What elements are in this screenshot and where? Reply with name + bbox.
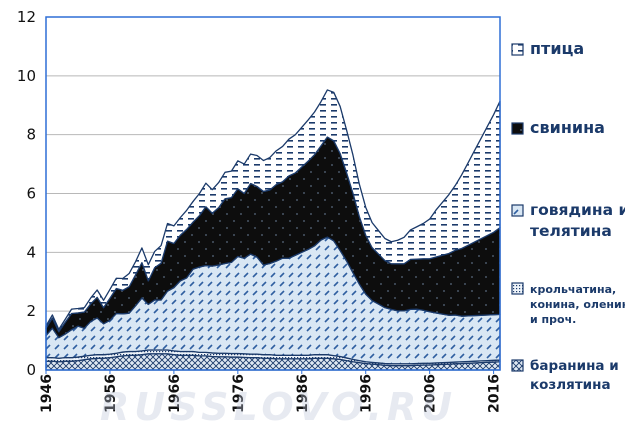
watermark-text: RUSSLOVO.RU	[100, 385, 457, 429]
legend-item-lamb: баранина и козлятина	[512, 358, 619, 393]
legend-swatch	[512, 44, 523, 55]
legend-label: птица	[530, 39, 584, 58]
legend-swatch	[512, 360, 523, 371]
legend: птица свинина говядина и телятина крольчатин…	[512, 39, 625, 393]
legend-swatch	[512, 283, 523, 294]
y-tick-label: 8	[26, 126, 36, 144]
legend-label: свинина	[530, 118, 605, 137]
y-tick-label: 4	[26, 243, 36, 261]
x-tick-label: 1946	[39, 374, 55, 413]
legend-item-pork: свинина	[512, 118, 605, 137]
legend-label: говядина и	[530, 201, 625, 219]
legend-label: и проч.	[530, 313, 576, 326]
legend-item-poultry: птица	[512, 39, 584, 58]
legend-item-other: крольчатина, конина, оленина и проч.	[512, 283, 625, 326]
y-tick-label: 2	[26, 302, 36, 320]
legend-label: телятина	[530, 222, 612, 240]
area-layer	[46, 90, 500, 370]
y-tick-label: 10	[17, 67, 36, 85]
y-axis: 0 2 4 6 8 10 12	[17, 8, 36, 379]
y-tick-label: 0	[26, 361, 36, 379]
legend-label: крольчатина,	[530, 283, 616, 296]
legend-swatch	[512, 205, 523, 216]
y-tick-label: 6	[26, 185, 36, 203]
legend-label: козлятина	[530, 377, 611, 393]
watermark: RUSSLOVO.RU	[100, 385, 457, 429]
x-tick-label: 2016	[487, 374, 503, 413]
legend-label: баранина и	[530, 358, 619, 374]
y-tick-label: 12	[17, 8, 36, 26]
legend-label: конина, оленина	[530, 298, 625, 311]
legend-swatch	[512, 123, 523, 134]
legend-item-beef: говядина и телятина	[512, 201, 625, 240]
